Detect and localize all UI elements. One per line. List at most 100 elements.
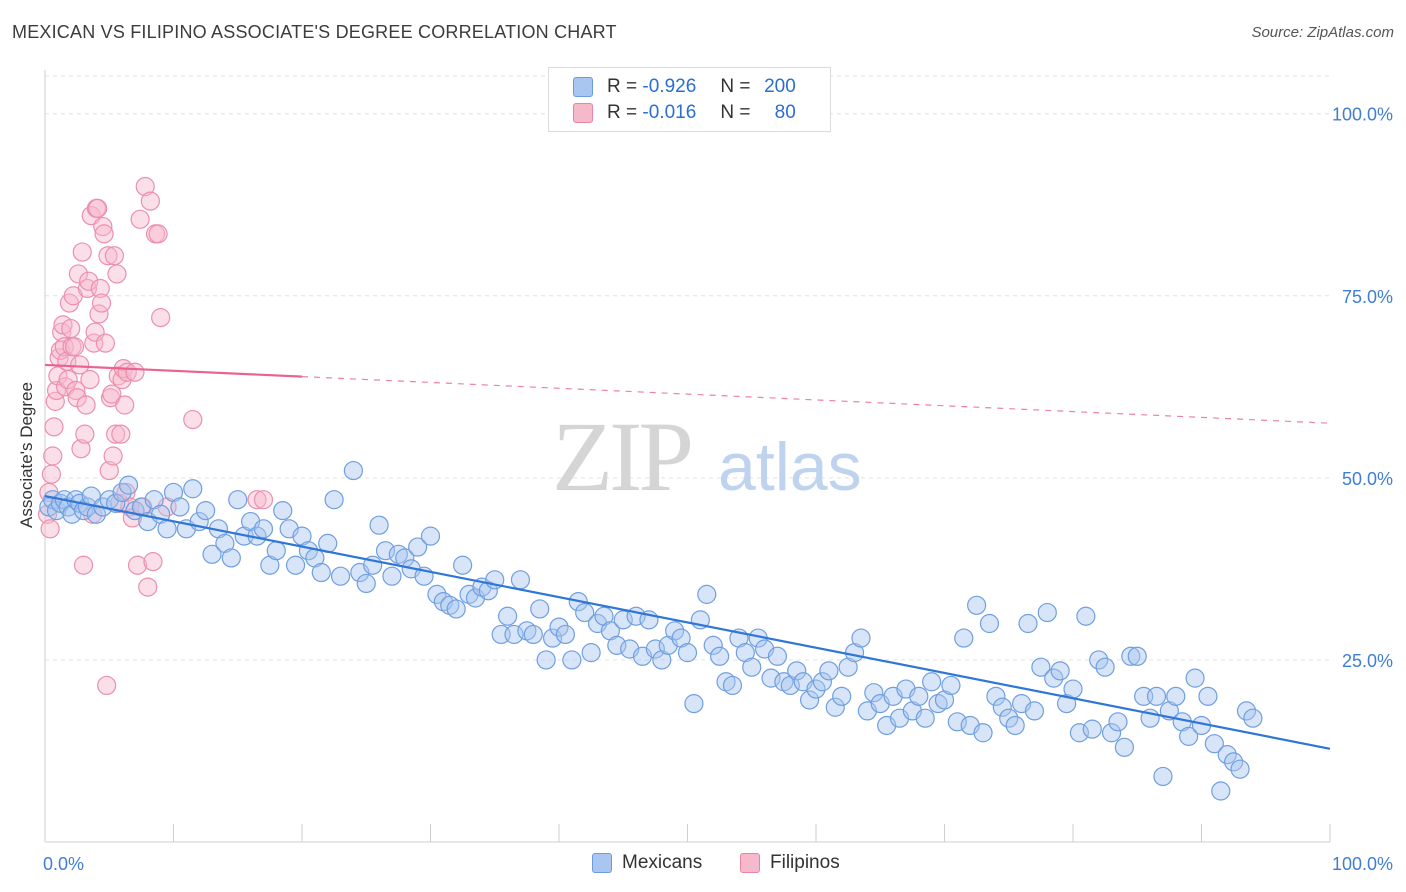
mexicans-point — [1050, 661, 1070, 681]
mexicans-point — [947, 712, 967, 732]
mexicans-point — [922, 672, 942, 692]
mexicans-point — [196, 501, 216, 521]
filipinos-point — [148, 224, 168, 244]
mexicans-point — [228, 490, 248, 510]
mexicans-point — [311, 562, 331, 583]
watermark-zip: ZIP — [552, 401, 690, 512]
mexicans-point — [273, 501, 293, 521]
mexicans-point — [106, 493, 126, 513]
filipinos-point — [90, 278, 110, 299]
mexicans-point — [986, 686, 1006, 706]
legend-n-value: 200 — [764, 76, 796, 97]
mexicans-point — [761, 668, 781, 688]
legend-r-value: -0.926 — [642, 76, 697, 97]
mexicans-point — [118, 475, 139, 495]
trend-lines — [44, 363, 1331, 750]
legend-n-label: N = — [720, 102, 751, 123]
filipinos-point — [44, 417, 64, 437]
mexicans-point — [324, 490, 344, 510]
filipinos-point — [88, 198, 108, 218]
mexicans-point — [928, 694, 948, 714]
mexicans-point — [1204, 734, 1224, 754]
mexicans-point — [562, 650, 582, 670]
mexicans-point — [1101, 723, 1122, 743]
mexicans-point — [1031, 657, 1051, 677]
stats-legend: R = -0.926 N = 200 R = -0.016 N = 80 — [548, 67, 831, 132]
mexicans-point — [979, 613, 1000, 634]
mexicans-point — [941, 675, 961, 696]
bottom-legend-label: Filipinos — [770, 852, 840, 873]
legend-swatch-filipinos — [573, 103, 593, 123]
filipinos-point — [68, 264, 89, 284]
mexicans-point — [1217, 745, 1237, 765]
mexicans-point — [716, 672, 736, 692]
mexicans-point — [703, 635, 723, 655]
filipinos-point — [95, 333, 115, 353]
filipinos-point — [125, 362, 145, 382]
filipinos-point — [97, 675, 117, 696]
filipinos-point — [61, 318, 81, 339]
mexicans-point — [1179, 726, 1199, 746]
mexicans-point — [767, 646, 788, 666]
filipinos-point — [79, 271, 99, 291]
mexicans-point — [1236, 701, 1257, 721]
filipinos-point — [43, 446, 63, 466]
mexicans-point — [498, 606, 518, 626]
filipinos-point — [247, 490, 267, 510]
mexicans-point — [915, 708, 935, 728]
mexicans-point — [427, 584, 447, 604]
legend-row-mexicans: R = -0.926 N = 200 — [573, 75, 796, 99]
mexicans-point — [382, 566, 402, 586]
mexicans-point — [1153, 766, 1173, 787]
mexicans-point — [1037, 602, 1057, 623]
filipinos-point — [106, 424, 126, 444]
y-tick-label: 50.0% — [1342, 469, 1393, 489]
tick-labels: 25.0% 50.0% 75.0% 100.0% 0.0% 100.0% — [43, 105, 1393, 874]
mexicans-point — [722, 675, 743, 696]
mexicans-point — [697, 584, 717, 604]
mexicans-point — [157, 519, 177, 539]
filipinos-point — [127, 555, 148, 575]
mexicans-point — [954, 628, 974, 648]
mexicans-point — [819, 661, 839, 681]
mexicans-point — [536, 650, 556, 670]
mexicans-point — [375, 541, 396, 561]
mexicans-point — [530, 599, 550, 619]
mexicans-point — [356, 573, 376, 594]
mexicans-point — [1166, 686, 1186, 706]
mexicans-point — [581, 643, 601, 663]
filipinos-point — [70, 355, 90, 375]
bottom-legend-swatch-filipinos — [740, 853, 760, 873]
mexicans-point — [1108, 712, 1128, 732]
mexicans-point — [774, 672, 794, 692]
legend-r-label: R = — [607, 76, 638, 97]
filipinos-point — [253, 490, 274, 510]
mexicans-point — [453, 555, 473, 575]
mexicans-point — [1146, 686, 1167, 706]
mexicans-point — [1024, 701, 1045, 721]
legend-n-label: N = — [720, 76, 751, 97]
mexicans-point — [787, 661, 807, 681]
grid-lines — [45, 75, 1330, 661]
mexicans-point — [1082, 719, 1102, 739]
mexicans-point — [1224, 752, 1244, 772]
filipinos-point — [115, 395, 135, 415]
mexicans-point — [542, 628, 563, 648]
legend-row-filipinos: R = -0.016 N = 80 — [573, 101, 796, 125]
mexicans-point — [62, 504, 82, 524]
filipinos-point — [183, 409, 203, 430]
filipinos-point — [102, 384, 122, 404]
mexicans-point — [1089, 650, 1109, 670]
filipinos-point — [138, 577, 158, 597]
mexicans-point — [330, 566, 351, 586]
mexicans-point — [1230, 759, 1250, 779]
filipinos-point — [103, 446, 123, 466]
mexicans-point — [1044, 668, 1064, 688]
mexicans-point — [1127, 646, 1147, 666]
mexicans-point — [1198, 686, 1218, 706]
mexicans-point — [1211, 781, 1231, 801]
mexicans-point — [440, 595, 460, 615]
mexicans-point — [343, 460, 363, 481]
bottom-legend-swatch-mexicans — [592, 853, 612, 873]
filipinos-point — [73, 555, 94, 575]
